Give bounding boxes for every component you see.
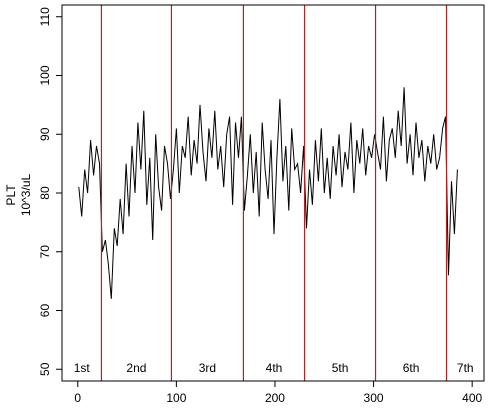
series-line [78,87,458,299]
x-tick-label: 100 [166,391,186,405]
segment-label: 1st [74,361,91,375]
segment-label: 6th [403,361,420,375]
x-tick-label: 200 [265,391,285,405]
segment-label: 4th [266,361,283,375]
segment-label: 3rd [199,361,216,375]
y-tick-label: 70 [38,245,52,259]
y-label: 10^3/uL [19,174,33,217]
y-tick-label: 90 [38,127,52,141]
segment-label: 7th [457,361,474,375]
y-tick-label: 110 [38,7,52,26]
x-tick-label: 400 [462,391,482,405]
y-tick-label: 100 [38,65,52,85]
y-label: PLT [4,184,18,206]
y-tick-label: 80 [38,186,52,200]
y-tick-label: 60 [38,304,52,318]
y-tick-label: 50 [38,362,52,376]
segment-label: 2nd [126,361,146,375]
x-tick-label: 300 [364,391,384,405]
segment-label: 5th [332,361,349,375]
plot-frame [61,4,485,382]
x-tick-label: 0 [74,391,81,405]
